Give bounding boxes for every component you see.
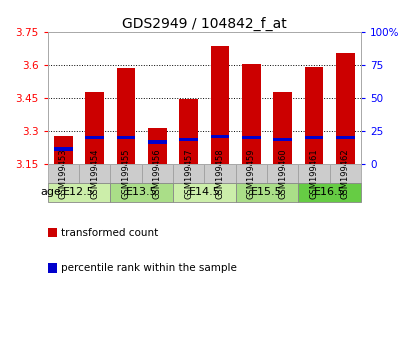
Bar: [305, 136, 323, 139]
Bar: [298, 183, 361, 202]
Title: GDS2949 / 104842_f_at: GDS2949 / 104842_f_at: [122, 17, 287, 31]
Bar: [336, 53, 355, 164]
Bar: [148, 128, 167, 164]
Bar: [117, 68, 135, 164]
Bar: [179, 138, 198, 141]
Text: E16.5: E16.5: [314, 187, 346, 197]
Bar: [173, 183, 236, 202]
Text: GSM199455: GSM199455: [122, 148, 131, 199]
Bar: [298, 164, 330, 183]
Text: GSM199461: GSM199461: [310, 148, 319, 199]
Bar: [48, 164, 79, 183]
Text: GSM199458: GSM199458: [215, 148, 225, 199]
Bar: [336, 136, 355, 139]
Bar: [179, 99, 198, 164]
Bar: [54, 147, 73, 151]
Text: E14.5: E14.5: [188, 187, 220, 197]
Bar: [205, 164, 236, 183]
Bar: [330, 164, 361, 183]
Text: GSM199453: GSM199453: [59, 148, 68, 199]
Bar: [148, 140, 167, 143]
Text: GSM199462: GSM199462: [341, 148, 350, 199]
Text: E12.5: E12.5: [63, 187, 95, 197]
Bar: [110, 183, 173, 202]
Text: GSM199459: GSM199459: [247, 148, 256, 199]
Bar: [85, 92, 104, 164]
Bar: [117, 136, 135, 139]
Bar: [305, 67, 323, 164]
Bar: [173, 164, 205, 183]
Bar: [236, 164, 267, 183]
Text: percentile rank within the sample: percentile rank within the sample: [61, 263, 237, 273]
Bar: [142, 164, 173, 183]
Bar: [54, 137, 73, 164]
Bar: [110, 164, 142, 183]
Text: GSM199457: GSM199457: [184, 148, 193, 199]
Text: E13.5: E13.5: [126, 187, 158, 197]
Text: GSM199454: GSM199454: [90, 148, 99, 199]
Bar: [242, 136, 261, 139]
Bar: [85, 136, 104, 139]
Bar: [242, 64, 261, 164]
Bar: [236, 183, 298, 202]
Bar: [211, 46, 229, 164]
Text: E15.5: E15.5: [251, 187, 283, 197]
Bar: [273, 138, 292, 141]
Text: GSM199456: GSM199456: [153, 148, 162, 199]
Bar: [273, 92, 292, 164]
Text: age: age: [40, 187, 61, 197]
Bar: [211, 135, 229, 138]
Text: GSM199460: GSM199460: [278, 148, 287, 199]
Bar: [267, 164, 298, 183]
Text: transformed count: transformed count: [61, 228, 158, 238]
Bar: [79, 164, 110, 183]
Bar: [48, 183, 110, 202]
